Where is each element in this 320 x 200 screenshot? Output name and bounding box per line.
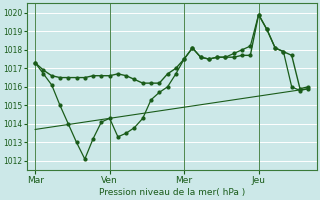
X-axis label: Pression niveau de la mer( hPa ): Pression niveau de la mer( hPa )	[99, 188, 245, 197]
